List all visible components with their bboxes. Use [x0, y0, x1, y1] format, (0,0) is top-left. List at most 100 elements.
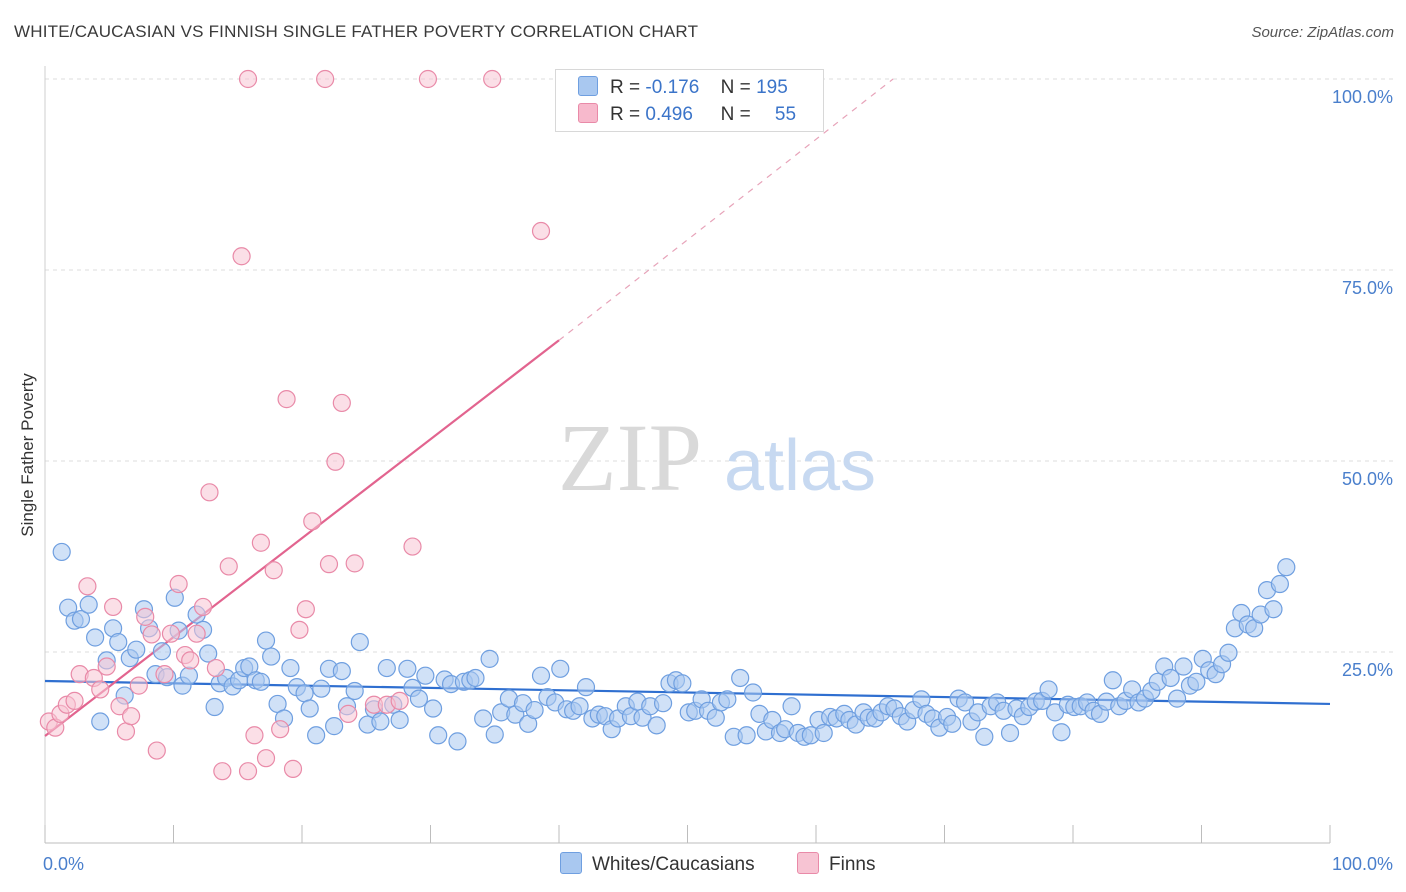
legend-n-value: 55 — [774, 104, 797, 125]
point-finns — [161, 624, 181, 643]
legend-swatch-finns — [797, 852, 819, 874]
legend-n-label: N = — [720, 77, 751, 98]
point-whites — [332, 661, 351, 681]
point-finns — [296, 600, 315, 619]
point-finns — [264, 561, 283, 580]
point-whites — [295, 684, 314, 703]
legend-swatch-finns — [578, 103, 598, 123]
point-finns — [110, 697, 129, 716]
point-whites — [71, 610, 91, 629]
point-whites — [782, 697, 801, 716]
point-finns — [104, 597, 123, 617]
point-finns — [169, 574, 188, 594]
point-whites — [423, 699, 443, 718]
point-whites — [570, 697, 589, 716]
point-whites — [127, 640, 146, 659]
y-axis-label: Single Father Poverty — [18, 373, 37, 537]
y-tick-label: 50.0% — [1342, 469, 1393, 489]
point-whites — [1039, 680, 1058, 699]
point-whites — [345, 681, 364, 701]
watermark-zip: ZIP — [558, 404, 702, 511]
series-legend: Whites/Caucasians Finns — [0, 852, 1406, 878]
point-finns — [339, 704, 358, 723]
point-finns — [65, 691, 84, 710]
point-finns — [129, 676, 148, 695]
point-whites — [416, 666, 435, 685]
point-whites — [1187, 672, 1206, 691]
point-finns — [290, 620, 309, 639]
legend-r-label: R = — [610, 104, 641, 125]
point-whites — [409, 689, 429, 708]
point-finns — [155, 665, 174, 684]
legend-item-whites[interactable]: Whites/Caucasians — [560, 852, 755, 876]
legend-item-finns[interactable]: Finns — [797, 852, 875, 876]
point-whites — [551, 659, 570, 678]
x-tick-label: 0.0% — [43, 854, 84, 874]
point-whites — [485, 725, 504, 744]
point-whites — [205, 697, 224, 717]
gridlines — [45, 78, 1393, 653]
point-finns — [483, 69, 502, 89]
y-tick-label: 25.0% — [1342, 660, 1393, 680]
legend-r-label: R = — [610, 77, 641, 98]
point-whites — [179, 666, 199, 685]
point-whites — [531, 666, 551, 685]
point-whites — [731, 668, 750, 688]
legend-n-label: N = — [720, 104, 751, 125]
point-whites — [1264, 600, 1283, 619]
point-finns — [271, 720, 290, 739]
point-whites — [653, 694, 673, 713]
point-finns — [332, 393, 351, 413]
chart-source: Source: ZipAtlas.com — [1251, 24, 1394, 41]
point-whites — [398, 659, 417, 678]
point-finns — [206, 658, 226, 678]
point-whites — [390, 710, 409, 730]
legend-r-value: 0.496 — [645, 104, 693, 125]
point-finns — [78, 577, 97, 596]
correlation-legend: R = -0.176 N = 195 R = 0.496 N = 55 — [555, 69, 824, 132]
point-whites — [814, 723, 833, 743]
point-finns — [91, 680, 110, 699]
point-whites — [312, 679, 331, 698]
legend-label: Finns — [829, 854, 876, 875]
point-whites — [474, 709, 493, 728]
point-whites — [377, 658, 396, 678]
point-finns — [238, 762, 258, 781]
trend-line-finns-extension — [558, 78, 894, 341]
point-whites — [1000, 723, 1020, 743]
legend-n-value: 195 — [756, 77, 788, 98]
point-finns — [418, 69, 438, 89]
point-whites — [307, 726, 326, 745]
x-tick-label: 100.0% — [1332, 854, 1393, 874]
point-finns — [245, 726, 264, 745]
point-finns — [219, 557, 238, 576]
point-finns — [193, 597, 213, 617]
legend-label: Whites/Caucasians — [592, 854, 755, 875]
point-whites — [647, 716, 666, 735]
point-finns — [251, 533, 270, 552]
chart-title: WHITE/CAUCASIAN VS FINNISH SINGLE FATHER… — [14, 22, 699, 41]
y-tick-label: 100.0% — [1332, 87, 1393, 107]
point-finns — [277, 390, 296, 409]
point-finns — [403, 537, 422, 556]
legend-swatch-whites — [560, 852, 582, 874]
point-finns — [303, 512, 322, 531]
point-finns — [316, 69, 335, 89]
data-points — [39, 69, 1296, 781]
legend-r-value: -0.176 — [645, 77, 700, 98]
watermark: ZIP atlas — [558, 404, 876, 511]
point-whites — [718, 690, 737, 709]
point-finns — [200, 483, 219, 502]
legend-row-whites: R = -0.176 N = 195 — [578, 76, 788, 100]
point-whites — [955, 693, 975, 712]
point-whites — [262, 647, 281, 666]
point-whites — [466, 668, 485, 688]
point-whites — [943, 714, 962, 733]
point-whites — [1167, 689, 1187, 708]
point-whites — [52, 542, 71, 562]
point-finns — [147, 741, 166, 760]
point-whites — [1174, 657, 1193, 676]
point-whites — [251, 672, 270, 691]
point-finns — [390, 691, 409, 710]
